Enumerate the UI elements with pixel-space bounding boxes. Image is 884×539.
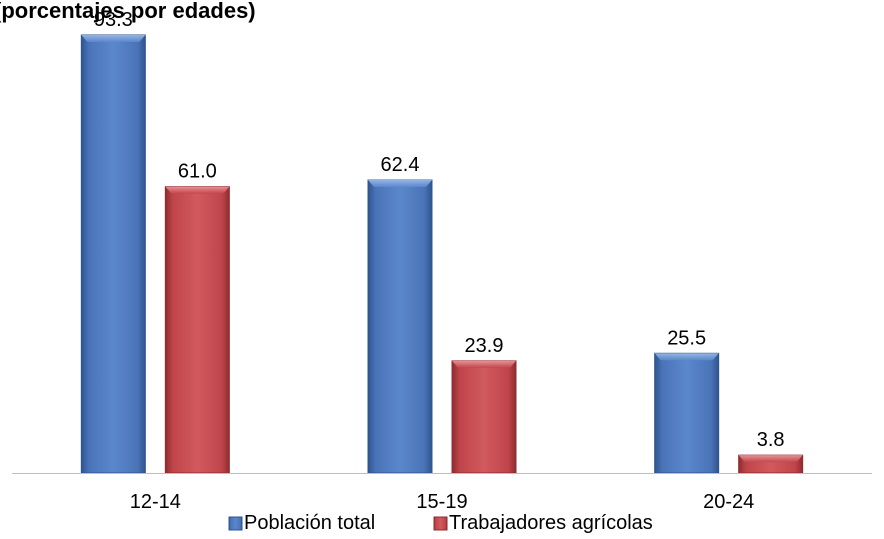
x-tick-label: 20-24 [703,491,754,513]
value-label: 61.0 [178,161,217,183]
bar-poblacion-total-20-24 [654,352,720,474]
legend-swatch [433,516,448,531]
legend-swatch [228,516,243,531]
value-label: 3.8 [757,429,785,451]
chart-title: (porcentajes por edades) [0,0,256,23]
bar-bevel [368,180,432,188]
x-tick-label: 15-19 [416,491,467,513]
bar-bevel [738,455,803,463]
bars-layer [80,34,804,474]
x-tick-label: 12-14 [130,491,181,513]
legend-label: Población total [244,512,375,534]
legend-item-poblacion-total: Población total [228,512,375,534]
bar-trabajadores-agricolas-12-14 [164,186,230,474]
bar-trabajadores-agricolas-20-24 [738,454,804,474]
value-label: 93.3 [94,9,133,31]
bar-bevel [81,35,146,42]
bar-body [80,34,146,474]
bar-bevel [165,186,230,194]
bar-body [164,186,230,474]
legend: Población total Trabajadores agrícolas [228,512,653,534]
bar-poblacion-total-15-19 [367,179,433,474]
bar-body [654,352,720,474]
bar-body [451,360,517,474]
bar-trabajadores-agricolas-15-19 [451,360,517,474]
bar-bevel [452,360,516,368]
value-label: 25.5 [667,327,706,349]
legend-item-trabajadores-agricolas: Trabajadores agrícolas [433,512,653,534]
legend-label: Trabajadores agrícolas [449,512,653,534]
value-label: 62.4 [381,154,420,176]
labels-layer: 93.3 61.0 12-14 62.4 23.9 15-19 25.5 3.8 20-24 [94,9,785,513]
bar-bevel [654,353,719,361]
value-label: 23.9 [465,335,504,357]
bar-poblacion-total-12-14 [80,34,146,474]
bar-body [367,179,433,474]
